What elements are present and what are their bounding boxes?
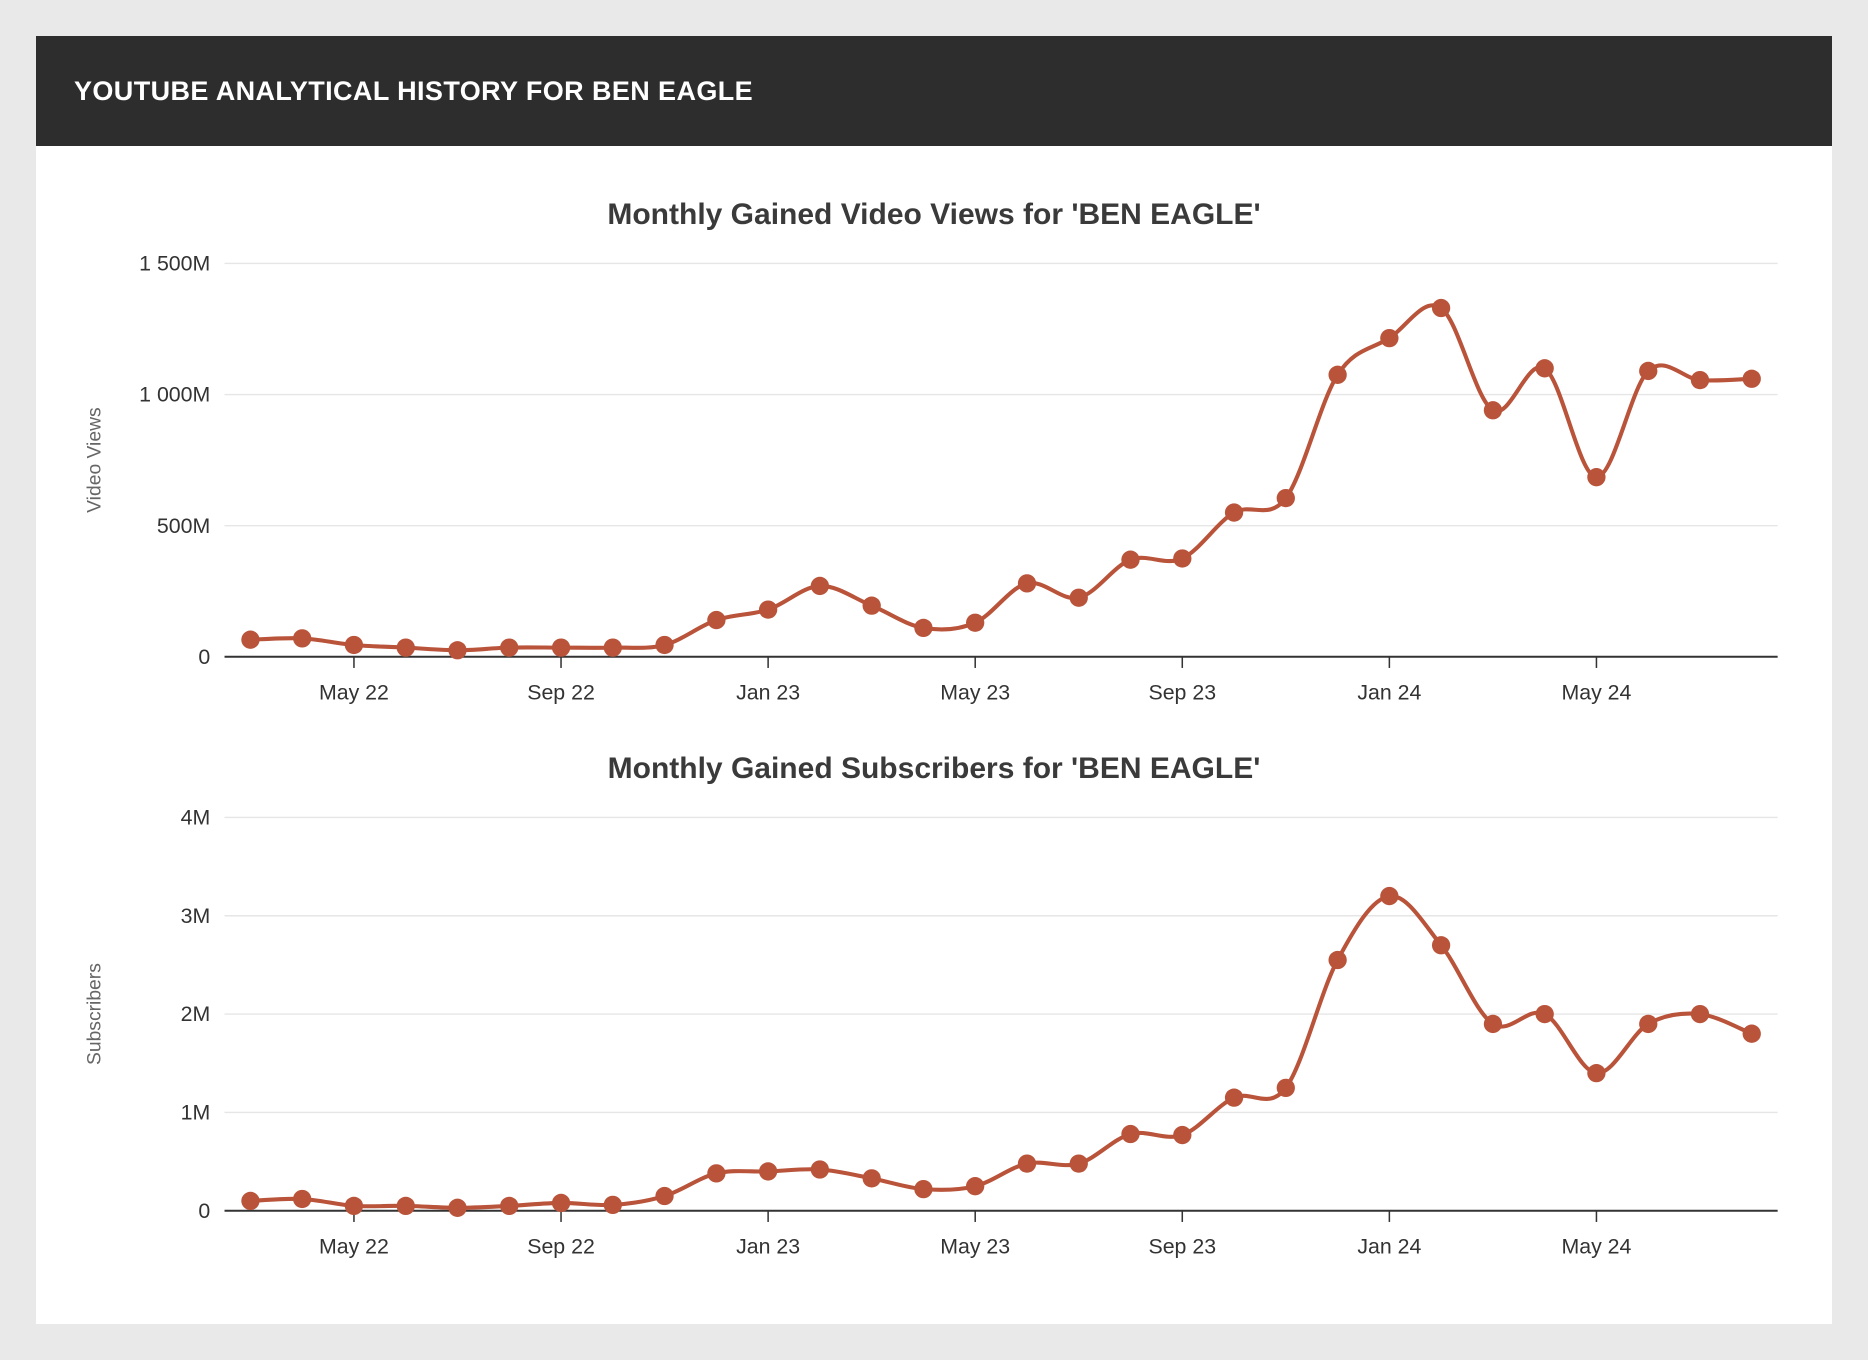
subscribers-chart-section: Monthly Gained Subscribers for 'BEN EAGL… bbox=[70, 752, 1798, 1280]
page-title: YOUTUBE ANALYTICAL HISTORY FOR BEN EAGLE bbox=[74, 75, 754, 106]
subscribers-chart-title: Monthly Gained Subscribers for 'BEN EAGL… bbox=[607, 751, 1261, 785]
subscribers-line-chart: 0 1M 2M 3M 4M May 22 Sep 22 Jan 23 May 23 Sep 23 J… bbox=[85, 805, 1778, 1258]
svg-text:1 000M: 1 000M bbox=[139, 383, 210, 407]
svg-text:May 24: May 24 bbox=[1561, 680, 1631, 704]
svg-text:3M: 3M bbox=[181, 904, 211, 928]
video-views-chart-title: Monthly Gained Video Views for 'BEN EAGL… bbox=[607, 198, 1261, 231]
svg-text:Sep 23: Sep 23 bbox=[1148, 1234, 1216, 1258]
svg-text:500M: 500M bbox=[157, 514, 210, 538]
svg-text:Video Views: Video Views bbox=[85, 407, 106, 513]
svg-text:1 500M: 1 500M bbox=[139, 252, 210, 276]
svg-text:May 24: May 24 bbox=[1561, 1234, 1631, 1258]
app-window: YOUTUBE ANALYTICAL HISTORY FOR BEN EAGLE… bbox=[36, 36, 1832, 1324]
svg-text:Sep 22: Sep 22 bbox=[527, 680, 595, 704]
svg-text:0: 0 bbox=[198, 645, 210, 669]
svg-text:Jan 23: Jan 23 bbox=[736, 680, 800, 704]
svg-text:1M: 1M bbox=[181, 1100, 211, 1124]
svg-text:May 23: May 23 bbox=[940, 680, 1010, 704]
charts-card: Monthly Gained Video Views for 'BEN EAGL… bbox=[36, 146, 1832, 1324]
svg-text:Subscribers: Subscribers bbox=[85, 963, 106, 1065]
svg-text:May 22: May 22 bbox=[319, 1234, 389, 1258]
header-bar: YOUTUBE ANALYTICAL HISTORY FOR BEN EAGLE bbox=[36, 36, 1832, 146]
svg-text:Sep 22: Sep 22 bbox=[527, 1234, 595, 1258]
svg-text:Sep 23: Sep 23 bbox=[1148, 680, 1216, 704]
svg-text:Jan 24: Jan 24 bbox=[1357, 680, 1421, 704]
video-views-line-chart: 0 500M 1 000M 1 500M May 22 Sep 22 Jan 23 May 2… bbox=[85, 252, 1778, 704]
svg-text:May 23: May 23 bbox=[940, 1234, 1010, 1258]
svg-text:May 22: May 22 bbox=[319, 680, 389, 704]
svg-text:0: 0 bbox=[198, 1199, 210, 1223]
svg-text:Jan 24: Jan 24 bbox=[1357, 1234, 1421, 1258]
svg-text:4M: 4M bbox=[181, 805, 211, 829]
svg-text:Jan 23: Jan 23 bbox=[736, 1234, 800, 1258]
svg-text:2M: 2M bbox=[181, 1002, 211, 1026]
video-views-chart-section: Monthly Gained Video Views for 'BEN EAGL… bbox=[70, 198, 1798, 726]
